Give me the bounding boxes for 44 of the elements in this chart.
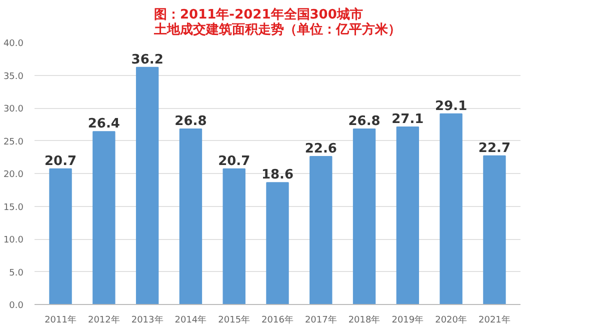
x-tick-label: 2018年 (348, 314, 380, 326)
data-label: 18.6 (261, 168, 294, 183)
x-tick-label: 2015年 (218, 314, 250, 326)
x-tick-label: 2020年 (435, 314, 468, 326)
data-label: 22.7 (478, 140, 511, 156)
chart-title: 图：2011年-2021年全国300城市 (154, 6, 363, 22)
y-tick-label: 25.0 (3, 137, 24, 148)
bar (352, 128, 376, 304)
x-tick-label: 2016年 (262, 314, 294, 326)
bar (440, 113, 462, 304)
bar (483, 155, 506, 304)
x-tick-label: 2021年 (478, 314, 510, 326)
bar (49, 168, 72, 304)
bar (310, 156, 332, 304)
data-label: 26.8 (174, 114, 207, 129)
y-tick-label: 15.0 (3, 202, 24, 213)
chart-subtitle: 土地成交建筑面积走势（单位：亿平方米） (153, 22, 401, 38)
bar (222, 168, 246, 304)
y-tick-label: 35.0 (3, 72, 24, 82)
x-tick-label: 2014年 (174, 314, 207, 326)
y-tick-label: 20.0 (3, 170, 24, 180)
data-label: 29.1 (435, 98, 468, 114)
y-tick-label: 40.0 (3, 39, 24, 49)
data-label: 20.7 (44, 154, 77, 169)
bar (92, 131, 116, 304)
x-tick-label: 2019年 (392, 314, 424, 326)
data-label: 20.7 (218, 154, 250, 169)
bar (396, 126, 420, 304)
y-tick-label: 30.0 (3, 104, 24, 114)
x-tick-label: 2012年 (88, 314, 120, 326)
data-label: 22.6 (304, 141, 337, 156)
y-tick-label: 10.0 (3, 236, 24, 246)
data-label: 26.8 (348, 114, 380, 129)
x-tick-label: 2013年 (131, 314, 164, 326)
bar (136, 66, 159, 304)
data-label: 36.2 (131, 52, 164, 68)
y-tick-label: 5.0 (9, 268, 24, 278)
data-label: 26.4 (88, 116, 120, 132)
x-tick-label: 2011年 (44, 314, 76, 326)
data-label: 27.1 (392, 112, 424, 127)
y-tick-label: 0.0 (9, 301, 24, 311)
x-tick-label: 2017年 (304, 314, 337, 326)
bar (179, 128, 202, 304)
bar (266, 182, 289, 304)
